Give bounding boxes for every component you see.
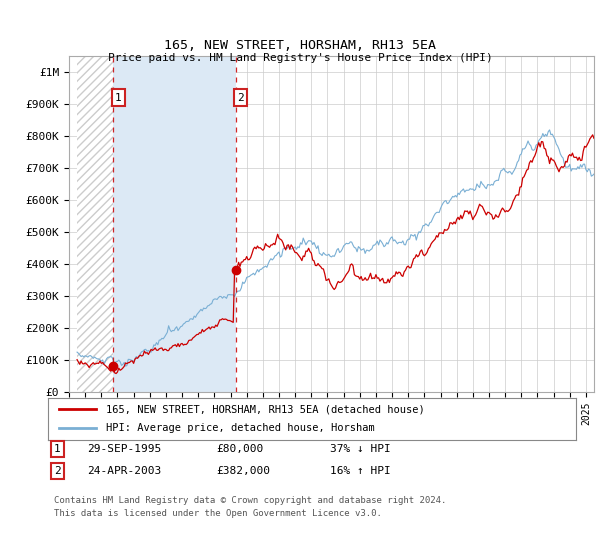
Text: 1: 1 bbox=[54, 444, 61, 454]
Text: 165, NEW STREET, HORSHAM, RH13 5EA (detached house): 165, NEW STREET, HORSHAM, RH13 5EA (deta… bbox=[106, 404, 425, 414]
Text: £382,000: £382,000 bbox=[216, 466, 270, 476]
Text: 2: 2 bbox=[237, 92, 244, 102]
Text: 37% ↓ HPI: 37% ↓ HPI bbox=[330, 444, 391, 454]
Text: 165, NEW STREET, HORSHAM, RH13 5EA: 165, NEW STREET, HORSHAM, RH13 5EA bbox=[164, 39, 436, 52]
Text: Price paid vs. HM Land Registry's House Price Index (HPI): Price paid vs. HM Land Registry's House … bbox=[107, 53, 493, 63]
Text: 29-SEP-1995: 29-SEP-1995 bbox=[87, 444, 161, 454]
Text: 16% ↑ HPI: 16% ↑ HPI bbox=[330, 466, 391, 476]
Bar bbox=[113, 56, 236, 392]
Text: 1: 1 bbox=[115, 92, 122, 102]
Text: Contains HM Land Registry data © Crown copyright and database right 2024.
This d: Contains HM Land Registry data © Crown c… bbox=[54, 496, 446, 518]
Text: 2: 2 bbox=[54, 466, 61, 476]
Text: £80,000: £80,000 bbox=[216, 444, 263, 454]
Text: HPI: Average price, detached house, Horsham: HPI: Average price, detached house, Hors… bbox=[106, 423, 375, 433]
Bar bbox=[77, 56, 113, 392]
Text: 24-APR-2003: 24-APR-2003 bbox=[87, 466, 161, 476]
